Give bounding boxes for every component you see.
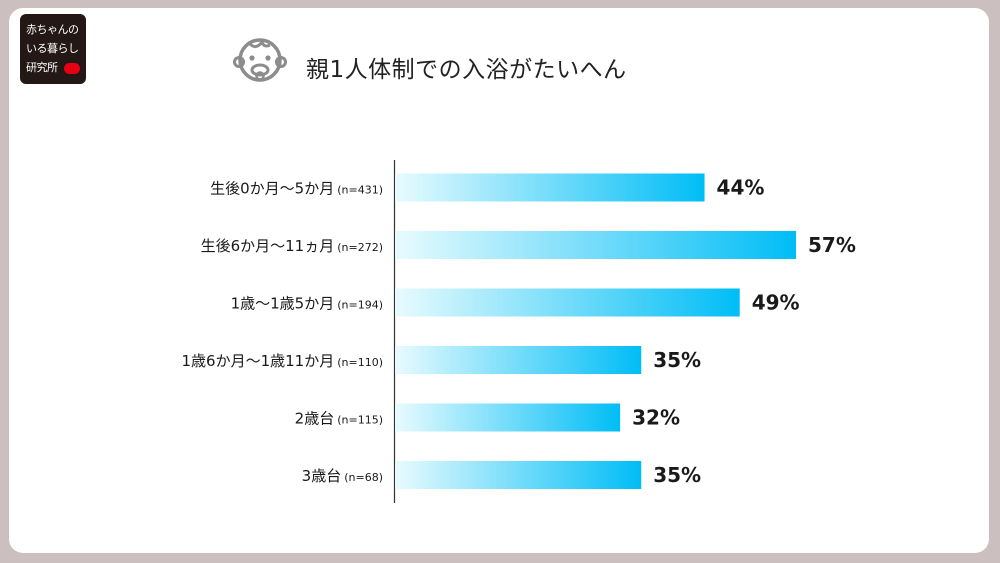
value-label-0: 44% (717, 176, 765, 200)
category-label-1: 生後6か月〜11ヵ月 (n=272) (201, 237, 383, 255)
category-label-5: 3歳台 (n=68) (302, 467, 383, 485)
bar-0 (395, 173, 705, 202)
bar-1 (395, 231, 796, 259)
bar-5 (395, 461, 642, 489)
bar-4 (395, 403, 621, 432)
baby-face-icon (233, 38, 287, 82)
brand-logo: 赤ちゃんの いる暮らし 研究所 (20, 14, 86, 84)
category-label-4: 2歳台 (n=115) (295, 410, 383, 428)
category-label-2: 1歳〜1歳5か月 (n=194) (231, 295, 383, 313)
value-label-1: 57% (808, 233, 856, 257)
brand-line-3: 研究所 (26, 61, 58, 74)
bar-2 (395, 288, 740, 317)
value-label-5: 35% (653, 463, 701, 487)
value-label-2: 49% (752, 291, 800, 315)
brand-red-dot (64, 63, 80, 74)
value-label-3: 35% (653, 348, 701, 372)
category-label-0: 生後0か月〜5か月 (n=431) (210, 180, 383, 198)
value-label-4: 32% (632, 406, 680, 430)
chart-title: 親1人体制での入浴がたいへん (306, 57, 627, 83)
brand-line-2: いる暮らし (26, 42, 79, 55)
brand-line-1: 赤ちゃんの (26, 23, 79, 36)
bar-3 (395, 346, 642, 374)
category-label-3: 1歳6か月〜1歳11か月 (n=110) (182, 352, 384, 370)
